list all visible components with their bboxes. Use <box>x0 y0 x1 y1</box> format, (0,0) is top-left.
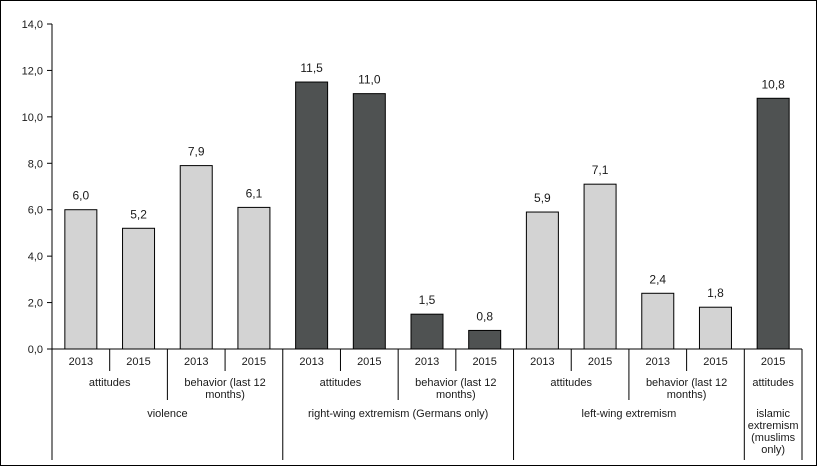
subgroup-label-line: behavior (last 12 <box>415 377 496 389</box>
y-tick-label: 2,0 <box>28 298 43 310</box>
subgroup-label-line: months) <box>436 389 476 401</box>
group-label: right-wing extremism (Germans only) <box>308 408 488 420</box>
y-tick-label: 4,0 <box>28 251 43 263</box>
subgroup-label-line: attitudes <box>320 377 362 389</box>
bar <box>756 97 790 350</box>
bar-value-label: 5,9 <box>534 191 551 205</box>
subgroup-label-line: months) <box>667 389 707 401</box>
y-tick-label: 6,0 <box>28 205 43 217</box>
bar-value-label: 11,0 <box>358 73 381 87</box>
subgroup-label: attitudes <box>89 377 131 389</box>
bar <box>64 209 98 350</box>
x-tick-label-year: 2013 <box>184 356 208 368</box>
subgroup-label: attitudes <box>752 377 794 389</box>
x-tick-label-year: 2013 <box>646 356 670 368</box>
subgroup-label: attitudes <box>550 377 592 389</box>
group-label: left-wing extremism <box>582 408 677 420</box>
y-axis: 0,0 2,0 4,0 6,0 8,0 10,0 12,0 14,0 <box>22 19 53 356</box>
bar <box>352 93 386 350</box>
group-label: violence <box>147 408 187 420</box>
subgroup-label-line: attitudes <box>89 377 131 389</box>
subgroup-label: attitudes <box>320 377 362 389</box>
subgroup-label: behavior (last 12 months) <box>415 377 496 401</box>
group-label-line: (muslims <box>751 432 795 444</box>
x-tick-label-year: 2015 <box>242 356 266 368</box>
bar-value-label: 6,0 <box>73 189 90 203</box>
x-tick-label-year: 2013 <box>69 356 93 368</box>
y-tick-label: 8,0 <box>28 158 43 170</box>
x-tick-label-year: 2013 <box>299 356 323 368</box>
bar <box>698 306 732 350</box>
subgroup-label-line: behavior (last 12 <box>646 377 727 389</box>
group-label-line: islamic <box>756 408 790 420</box>
subgroup-label-line: months) <box>205 389 245 401</box>
bar <box>583 183 617 350</box>
y-tick-label: 12,0 <box>22 65 43 77</box>
subgroup-label-line: behavior (last 12 <box>184 377 265 389</box>
x-tick-label-year: 2013 <box>530 356 554 368</box>
x-tick-label-year: 2015 <box>761 356 785 368</box>
x-tick-label-year: 2015 <box>126 356 150 368</box>
bar <box>641 292 675 350</box>
bar <box>410 313 444 350</box>
bar-value-label: 0,8 <box>476 309 493 323</box>
x-tick-label-year: 2015 <box>588 356 612 368</box>
bar-value-label: 5,2 <box>130 207 147 221</box>
x-axis: 2013 2015 2013 2015 2013 2015 2013 2015 2013 2015… <box>51 348 803 460</box>
bar <box>237 206 271 350</box>
x-tick-label-year: 2015 <box>472 356 496 368</box>
subgroup-label-line: attitudes <box>550 377 592 389</box>
bar <box>295 81 329 350</box>
bar-value-label: 1,8 <box>707 286 724 300</box>
x-tick-label-year: 2013 <box>415 356 439 368</box>
y-tick-label: 14,0 <box>22 19 43 31</box>
bar-value-labels: 6,0 5,2 7,9 6,1 11,5 11,0 1,5 0,8 5,9 7,1 2,4 1,8 10… <box>73 61 786 323</box>
bar-value-label: 7,1 <box>592 163 609 177</box>
bar-value-label: 11,5 <box>300 61 323 75</box>
group-label: islamic extremism (muslims only) <box>748 408 799 456</box>
bar-value-label: 1,5 <box>419 293 436 307</box>
y-tick-label: 10,0 <box>22 112 43 124</box>
group-label-line: right-wing extremism (Germans only) <box>308 408 488 420</box>
group-label-line: only) <box>761 444 785 456</box>
bar-value-label: 6,1 <box>246 186 263 200</box>
bar-value-label: 2,4 <box>649 272 666 286</box>
bars <box>64 81 790 350</box>
bar <box>525 211 559 350</box>
group-label-line: left-wing extremism <box>582 408 677 420</box>
bar <box>468 329 502 350</box>
subgroup-label: behavior (last 12 months) <box>646 377 727 401</box>
subgroup-label-line: attitudes <box>752 377 794 389</box>
bar-value-label: 10,8 <box>761 77 785 91</box>
y-tick-label: 0,0 <box>28 344 43 356</box>
group-label-line: violence <box>147 408 187 420</box>
x-tick-label-year: 2015 <box>357 356 381 368</box>
bar-value-label: 7,9 <box>188 145 205 159</box>
bar <box>179 165 213 350</box>
group-label-line: extremism <box>748 420 799 432</box>
bar <box>122 227 156 350</box>
subgroup-label: behavior (last 12 months) <box>184 377 265 401</box>
x-tick-label-year: 2015 <box>703 356 727 368</box>
